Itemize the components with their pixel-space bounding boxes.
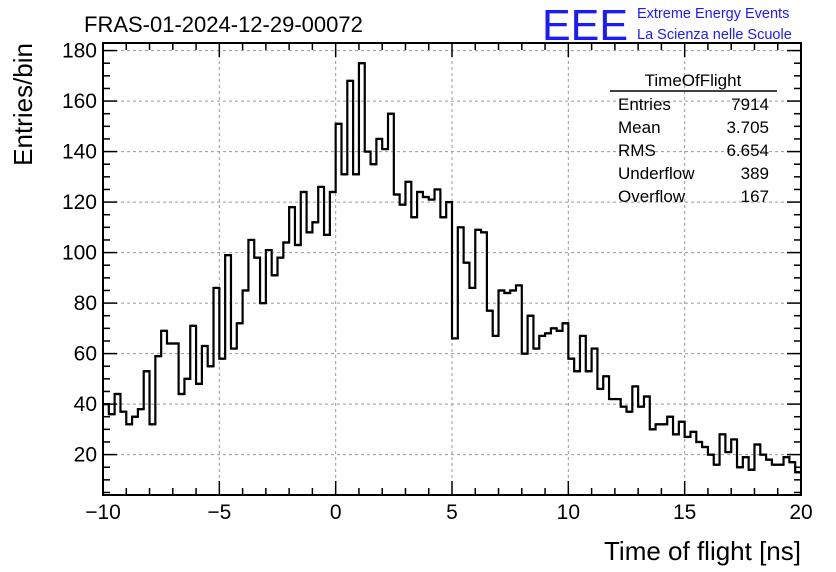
logo-letters: EEE xyxy=(542,1,628,50)
x-tick-label: 0 xyxy=(330,501,342,524)
stats-row-value: 3.705 xyxy=(726,118,769,137)
y-tick-label: 160 xyxy=(62,90,97,113)
stats-box: TimeOfFlight Entries 7914 Mean 3.705 RMS 6.65… xyxy=(610,71,777,206)
y-tick-label: 180 xyxy=(62,40,97,63)
logo-line-2: La Scienza nelle Scuole xyxy=(637,27,792,43)
y-tick-label: 40 xyxy=(74,393,97,416)
stats-row-value: 389 xyxy=(741,164,769,183)
x-axis-title: Time of flight [ns] xyxy=(604,536,801,566)
x-tick-label: −10 xyxy=(85,501,121,524)
stats-row-value: 6.654 xyxy=(726,141,769,160)
stats-row-value: 167 xyxy=(741,187,769,206)
histogram-bins xyxy=(103,62,801,474)
logo-line-1: Extreme Energy Events xyxy=(637,6,789,22)
x-tick-label: −5 xyxy=(207,501,231,524)
stats-row-value: 7914 xyxy=(731,95,769,114)
y-tick-label: 20 xyxy=(74,444,97,467)
x-tick-label: 15 xyxy=(673,501,696,524)
y-tick-label: 60 xyxy=(74,343,97,366)
run-title: FRAS-01-2024-12-29-00072 xyxy=(84,12,363,37)
y-tick-label: 100 xyxy=(62,242,97,265)
stats-row-label: Underflow xyxy=(618,164,695,183)
y-tick-label: 120 xyxy=(62,191,97,214)
y-tick-labels: 20 40 60 80 100 120 140 160 180 xyxy=(62,40,97,467)
x-tick-label: 5 xyxy=(446,501,458,524)
stats-row-label: Mean xyxy=(618,118,661,137)
x-tick-labels: −10 −5 0 5 10 15 20 xyxy=(85,501,812,524)
x-tick-label: 20 xyxy=(789,501,812,524)
eee-logo: EEE Extreme Energy Events La Scienza nel… xyxy=(542,1,792,50)
stats-rows: Entries 7914 Mean 3.705 RMS 6.654 Underflow 389… xyxy=(618,95,769,206)
stats-row-label: RMS xyxy=(618,141,656,160)
y-tick-label: 80 xyxy=(74,292,97,315)
y-axis-title: Entries/bin xyxy=(8,43,38,166)
stats-row-label: Entries xyxy=(618,95,671,114)
stats-row-label: Overflow xyxy=(618,187,686,206)
y-tick-label: 140 xyxy=(62,141,97,164)
axis-ticks xyxy=(102,43,802,495)
x-tick-label: 10 xyxy=(557,501,580,524)
stats-box-title: TimeOfFlight xyxy=(645,71,742,90)
